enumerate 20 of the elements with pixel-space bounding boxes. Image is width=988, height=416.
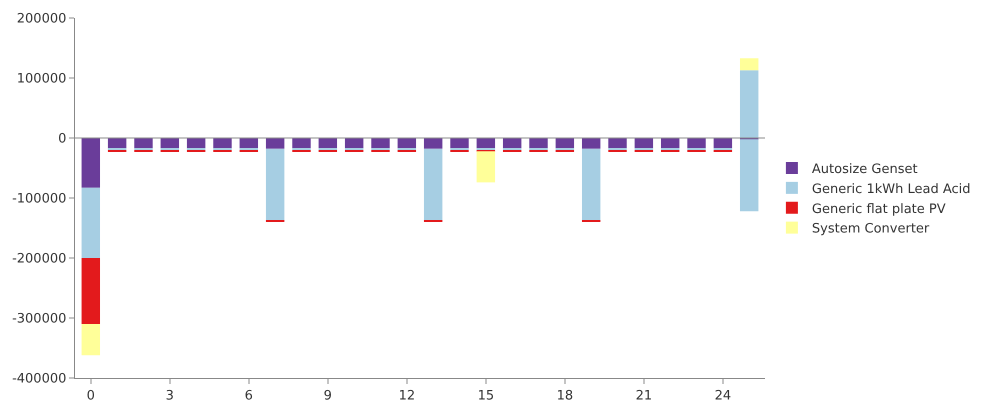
legend-label: Autosize Genset	[812, 162, 918, 178]
x-tick-label: 9	[324, 388, 332, 404]
y-tick-label: 200000	[16, 12, 66, 27]
y-tick-label: -200000	[12, 252, 66, 267]
x-tick-label: 0	[86, 388, 95, 404]
x-tick-label: 6	[244, 388, 253, 404]
x-tick-label: 15	[478, 388, 494, 404]
legend-label: Generic 1kWh Lead Acid	[812, 182, 971, 197]
x-tick-label: 24	[714, 388, 732, 404]
y-tick-label: 100000	[16, 72, 66, 87]
x-tick-label: 21	[636, 388, 652, 404]
legend-label: Generic flat plate PV	[812, 202, 946, 217]
y-tick-label: -400000	[12, 372, 66, 387]
x-tick-label: 12	[398, 388, 416, 404]
y-tick-label: 0	[58, 132, 66, 147]
y-tick-label: -300000	[12, 312, 66, 327]
x-tick-label: 18	[556, 388, 574, 404]
x-tick-label: 3	[166, 388, 174, 404]
y-tick-label: -100000	[12, 192, 66, 207]
legend-label: System Converter	[812, 222, 930, 237]
